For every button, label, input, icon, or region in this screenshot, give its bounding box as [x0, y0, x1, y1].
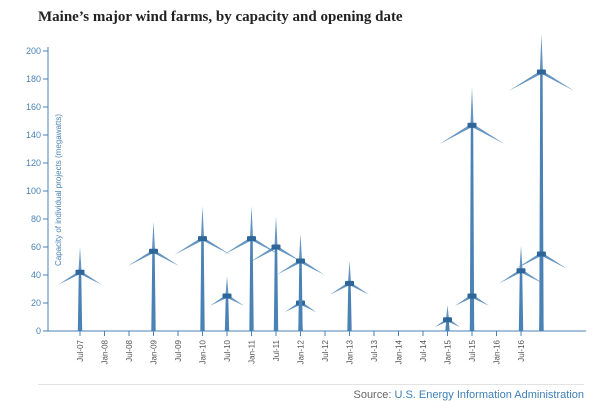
chart-title: Maine’s major wind farms, by capacity an… — [38, 9, 403, 25]
y-tick-label: 40 — [31, 270, 41, 280]
wind-turbine-marker — [209, 276, 245, 331]
wind-turbine-marker — [58, 247, 102, 331]
x-tick-label: Jul-09 — [174, 339, 183, 361]
x-tick-label: Jan-16 — [493, 339, 502, 364]
x-tick-label: Jul-10 — [223, 339, 232, 361]
y-tick-label: 120 — [26, 158, 41, 168]
x-tick-label: Jan-09 — [150, 339, 159, 364]
turbine-markers — [58, 34, 575, 331]
wind-turbine-marker — [516, 225, 567, 331]
y-tick-label: 0 — [36, 326, 41, 336]
wind-turbine-marker — [454, 276, 490, 331]
x-tick-label: Jan-15 — [444, 339, 453, 364]
wind-turbine-marker — [223, 206, 280, 331]
x-tick-label: Jan-14 — [395, 339, 404, 364]
x-tick-label: Jul-15 — [468, 339, 477, 361]
source-note: Source: U.S. Energy Information Administ… — [353, 389, 584, 401]
x-tick-label: Jul-07 — [76, 339, 85, 361]
wind-turbine-marker — [174, 206, 231, 331]
x-tick-label: Jan-13 — [346, 339, 355, 364]
y-tick-label: 100 — [26, 186, 41, 196]
x-tick-label: Jan-11 — [248, 339, 257, 363]
wind-turbine-marker — [127, 221, 180, 331]
x-tick-label: Jul-14 — [419, 339, 428, 361]
x-tick-label: Jan-10 — [199, 339, 208, 364]
wind-turbine-marker — [499, 245, 543, 331]
x-axis: Jul-07 Jan-08 Jul-08 Jan-09 Jul-09 Jan-10 Jul-… — [48, 330, 586, 364]
y-tick-label: 160 — [26, 102, 41, 112]
wind-turbine-marker — [434, 305, 461, 331]
wind-turbine-marker — [249, 216, 303, 331]
x-tick-label: Jul-08 — [125, 339, 134, 361]
x-tick-label: Jan-12 — [297, 339, 306, 364]
y-tick-label: 80 — [31, 214, 41, 224]
x-tick-label: Jul-11 — [272, 339, 281, 361]
x-tick-label: Jul-16 — [517, 339, 526, 361]
source-label: Source: — [353, 389, 392, 401]
source-link[interactable]: U.S. Energy Information Administration — [394, 389, 584, 401]
x-tick-label: Jan-08 — [101, 339, 110, 364]
y-tick-label: 60 — [31, 242, 41, 252]
y-axis: 0 20 40 60 80 100 120 140 160 180 200 — [26, 46, 49, 336]
y-tick-label: 200 — [26, 46, 41, 56]
y-tick-label: 180 — [26, 74, 41, 84]
y-tick-label: 140 — [26, 130, 41, 140]
x-tick-label: Jul-12 — [321, 339, 330, 361]
wind-turbine-marker — [439, 87, 505, 331]
wind-turbine-marker — [276, 233, 325, 331]
y-axis-label: Capacity of individual projects (megawat… — [54, 114, 63, 266]
y-tick-label: 20 — [31, 298, 41, 308]
footer-divider — [38, 384, 584, 385]
wind-turbine-marker — [330, 260, 369, 331]
x-tick-label: Jul-13 — [370, 339, 379, 361]
